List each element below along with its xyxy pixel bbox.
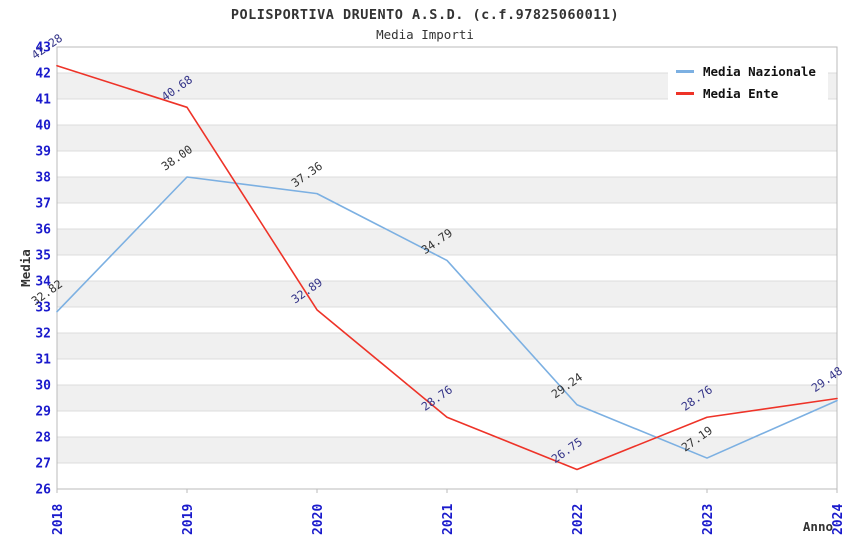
series-line-media-ente [56, 64, 838, 471]
y-tick-label: 28 [35, 431, 51, 446]
grid-band [57, 437, 837, 463]
series-line-media-nazionale [56, 176, 838, 459]
grid-band [57, 333, 837, 359]
y-tick-label: 43 [35, 41, 51, 56]
y-tick-label: 31 [35, 353, 51, 368]
x-tick-label: 2018 [51, 504, 66, 535]
point-label: 42.28 [29, 31, 65, 62]
y-tick-label: 42 [35, 67, 51, 82]
x-tick-label: 2024 [831, 504, 846, 535]
y-tick-label: 33 [35, 301, 51, 316]
x-tick-label: 2022 [571, 504, 586, 535]
x-tick-label: 2020 [311, 504, 326, 535]
x-tick-label: 2019 [181, 504, 196, 535]
grid-band [57, 125, 837, 151]
y-tick-label: 30 [35, 379, 51, 394]
y-tick-label: 32 [35, 327, 51, 342]
y-tick-label: 36 [35, 223, 51, 238]
legend-swatch-ente-line [676, 92, 694, 95]
legend-item-media-ente: Media Ente [676, 86, 816, 101]
y-tick-label: 29 [35, 405, 51, 420]
y-tick-label: 38 [35, 171, 51, 186]
y-tick-label: 35 [35, 249, 51, 264]
y-tick-label: 26 [35, 483, 51, 498]
y-tick-label: 41 [35, 93, 51, 108]
y-tick-label: 37 [35, 197, 51, 212]
y-tick-label: 27 [35, 457, 51, 472]
grid-band [57, 229, 837, 255]
plot-border [56, 46, 838, 490]
y-tick-label: 40 [35, 119, 51, 134]
grid-band [57, 385, 837, 411]
legend: Media Nazionale Media Ente [668, 57, 828, 110]
legend-label-ente: Media Ente [703, 86, 779, 101]
x-tick-label: 2021 [441, 504, 456, 535]
y-axis-title: Media [18, 249, 33, 287]
legend-label-nazionale: Media Nazionale [703, 64, 816, 79]
legend-item-media-nazionale: Media Nazionale [676, 64, 816, 79]
chart-subtitle: Media Importi [376, 27, 474, 42]
grid-band [57, 281, 837, 307]
x-axis-title: Anno [803, 519, 833, 534]
y-tick-label: 34 [35, 275, 51, 290]
y-tick-label: 39 [35, 145, 51, 160]
legend-swatch-nazionale-line [676, 70, 694, 73]
chart-title: POLISPORTIVA DRUENTO A.S.D. (c.f.9782506… [230, 7, 620, 23]
x-tick-label: 2023 [701, 504, 716, 535]
grid-band [57, 177, 837, 203]
